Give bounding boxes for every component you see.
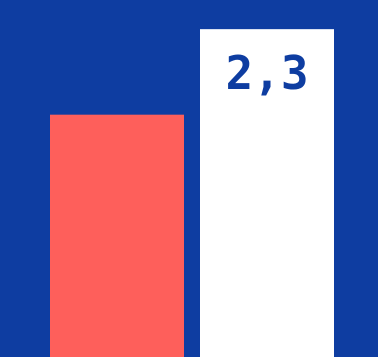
data-labels-group: 2,3: [225, 46, 308, 100]
bar-2-value-label: 2,3: [225, 46, 308, 100]
bar-1: [50, 115, 184, 357]
